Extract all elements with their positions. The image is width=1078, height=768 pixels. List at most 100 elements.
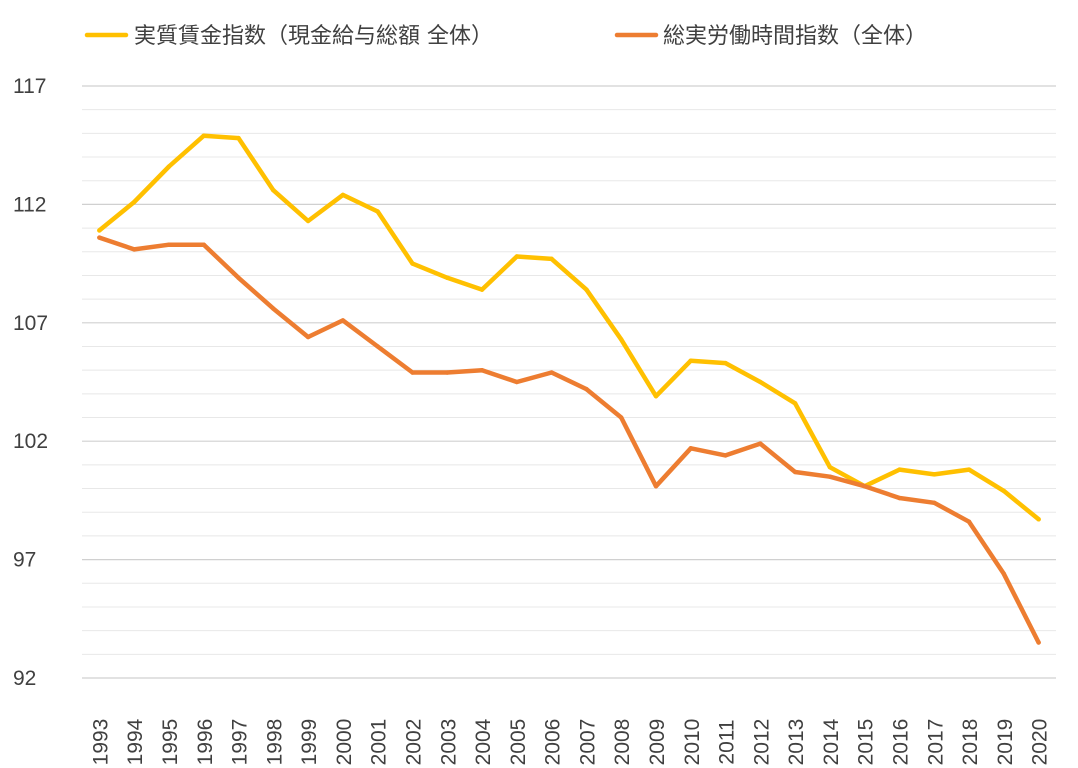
x-tick-label: 1998 <box>263 719 286 766</box>
x-tick-label: 1995 <box>159 719 182 766</box>
data-point-series-1 <box>618 415 624 420</box>
y-tick-label: 97 <box>13 549 36 572</box>
data-point-series-0 <box>1036 517 1041 522</box>
data-point-series-1 <box>1036 640 1041 645</box>
x-tick-label: 2007 <box>576 719 599 766</box>
x-tick-label: 1993 <box>89 719 112 766</box>
legend-item-working-hours: 総実労働時間指数（全体） <box>614 24 927 49</box>
data-point-series-0 <box>305 218 311 224</box>
x-tick-label: 2005 <box>507 719 530 766</box>
data-point-series-1 <box>514 379 520 385</box>
x-tick-label: 2015 <box>855 719 878 766</box>
x-tick-label: 1999 <box>298 719 321 766</box>
data-point-series-1 <box>340 318 346 323</box>
data-point-series-0 <box>966 467 972 472</box>
data-point-series-1 <box>131 247 137 252</box>
data-point-series-1 <box>932 500 937 505</box>
x-tick-label: 2020 <box>1029 719 1052 766</box>
data-point-series-1 <box>305 334 311 340</box>
data-point-series-1 <box>445 370 450 375</box>
x-tick-label: 2014 <box>820 718 843 765</box>
data-point-series-0 <box>792 401 798 406</box>
series-line-0 <box>97 133 1041 522</box>
data-point-series-1 <box>201 242 206 247</box>
data-point-series-0 <box>827 465 833 470</box>
x-tick-label: 2002 <box>402 719 425 766</box>
data-point-series-1 <box>723 453 728 458</box>
data-point-series-0 <box>479 287 485 292</box>
data-point-series-1 <box>758 441 763 446</box>
data-point-series-0 <box>723 360 728 366</box>
data-point-series-0 <box>410 261 415 266</box>
data-point-series-0 <box>375 209 380 214</box>
data-point-series-1 <box>584 386 589 392</box>
y-tick-label: 107 <box>13 312 48 335</box>
data-point-series-1 <box>862 483 867 489</box>
legend-label-working-hours: 総実労働時間指数（全体） <box>663 24 927 49</box>
x-tick-label: 1997 <box>229 719 252 766</box>
data-point-series-1 <box>827 474 833 479</box>
data-point-series-1 <box>966 519 972 524</box>
data-point-series-0 <box>340 192 346 198</box>
data-point-series-1 <box>271 306 276 311</box>
legend: 実質賃金指数（現金給与総額 全体） 総実労働時間指数（全体） <box>84 24 927 49</box>
data-point-series-1 <box>792 469 798 475</box>
data-point-series-1 <box>410 370 415 375</box>
x-tick-label: 2016 <box>889 719 912 766</box>
y-tick-label: 117 <box>13 75 46 98</box>
data-point-series-0 <box>897 467 902 472</box>
data-point-series-1 <box>653 483 659 489</box>
x-tick-label: 2009 <box>646 719 669 766</box>
x-tick-label: 2004 <box>472 718 495 765</box>
data-point-series-0 <box>131 199 137 205</box>
x-tick-label: 1996 <box>194 719 217 766</box>
data-point-series-0 <box>758 379 763 385</box>
x-tick-label: 2010 <box>681 719 704 766</box>
data-point-series-0 <box>549 256 554 262</box>
data-point-series-1 <box>97 235 102 240</box>
x-tick-label: 2003 <box>437 719 460 766</box>
data-point-series-0 <box>932 472 937 477</box>
data-point-series-1 <box>236 275 241 281</box>
series-line-1 <box>97 235 1041 645</box>
data-point-series-0 <box>271 187 276 193</box>
data-point-series-0 <box>97 228 102 233</box>
data-point-series-1 <box>549 370 554 375</box>
data-point-series-0 <box>653 394 659 399</box>
x-tick-label: 2012 <box>750 719 773 766</box>
x-tick-label: 2000 <box>333 719 356 766</box>
data-point-series-0 <box>236 135 241 141</box>
data-point-series-0 <box>1001 488 1007 494</box>
x-tick-label: 2006 <box>542 719 565 766</box>
data-point-series-1 <box>1001 571 1007 577</box>
x-tick-label: 2019 <box>994 719 1017 766</box>
data-point-series-1 <box>688 446 693 451</box>
data-point-series-0 <box>201 133 206 138</box>
data-point-series-1 <box>479 367 485 373</box>
plot-lines <box>97 133 1041 645</box>
data-point-series-0 <box>688 358 693 363</box>
x-tick-label: 2011 <box>716 719 739 764</box>
x-axis: 1993 1994 1995 1996 1997 1998 1999 2000 2001 2002… <box>89 718 1051 765</box>
gridlines <box>82 85 1056 679</box>
y-tick-label: 112 <box>13 193 46 216</box>
data-point-series-0 <box>445 275 450 281</box>
data-point-series-1 <box>897 495 902 501</box>
x-tick-label: 2013 <box>785 719 808 766</box>
data-point-series-0 <box>584 287 589 292</box>
data-point-series-1 <box>166 242 172 247</box>
x-tick-label: 2017 <box>924 719 947 766</box>
data-point-series-0 <box>166 164 172 169</box>
y-tick-label: 102 <box>13 430 48 453</box>
data-point-series-0 <box>514 254 520 259</box>
y-axis: 117 112 107 102 97 92 <box>13 75 48 690</box>
legend-item-real-wage: 実質賃金指数（現金給与総額 全体） <box>84 24 493 49</box>
x-tick-label: 1994 <box>124 718 147 765</box>
x-tick-label: 2018 <box>959 719 982 766</box>
x-tick-label: 2008 <box>611 719 634 766</box>
data-point-series-1 <box>375 344 380 349</box>
legend-label-real-wage: 実質賃金指数（現金給与総額 全体） <box>134 24 493 49</box>
data-point-series-0 <box>618 337 624 342</box>
